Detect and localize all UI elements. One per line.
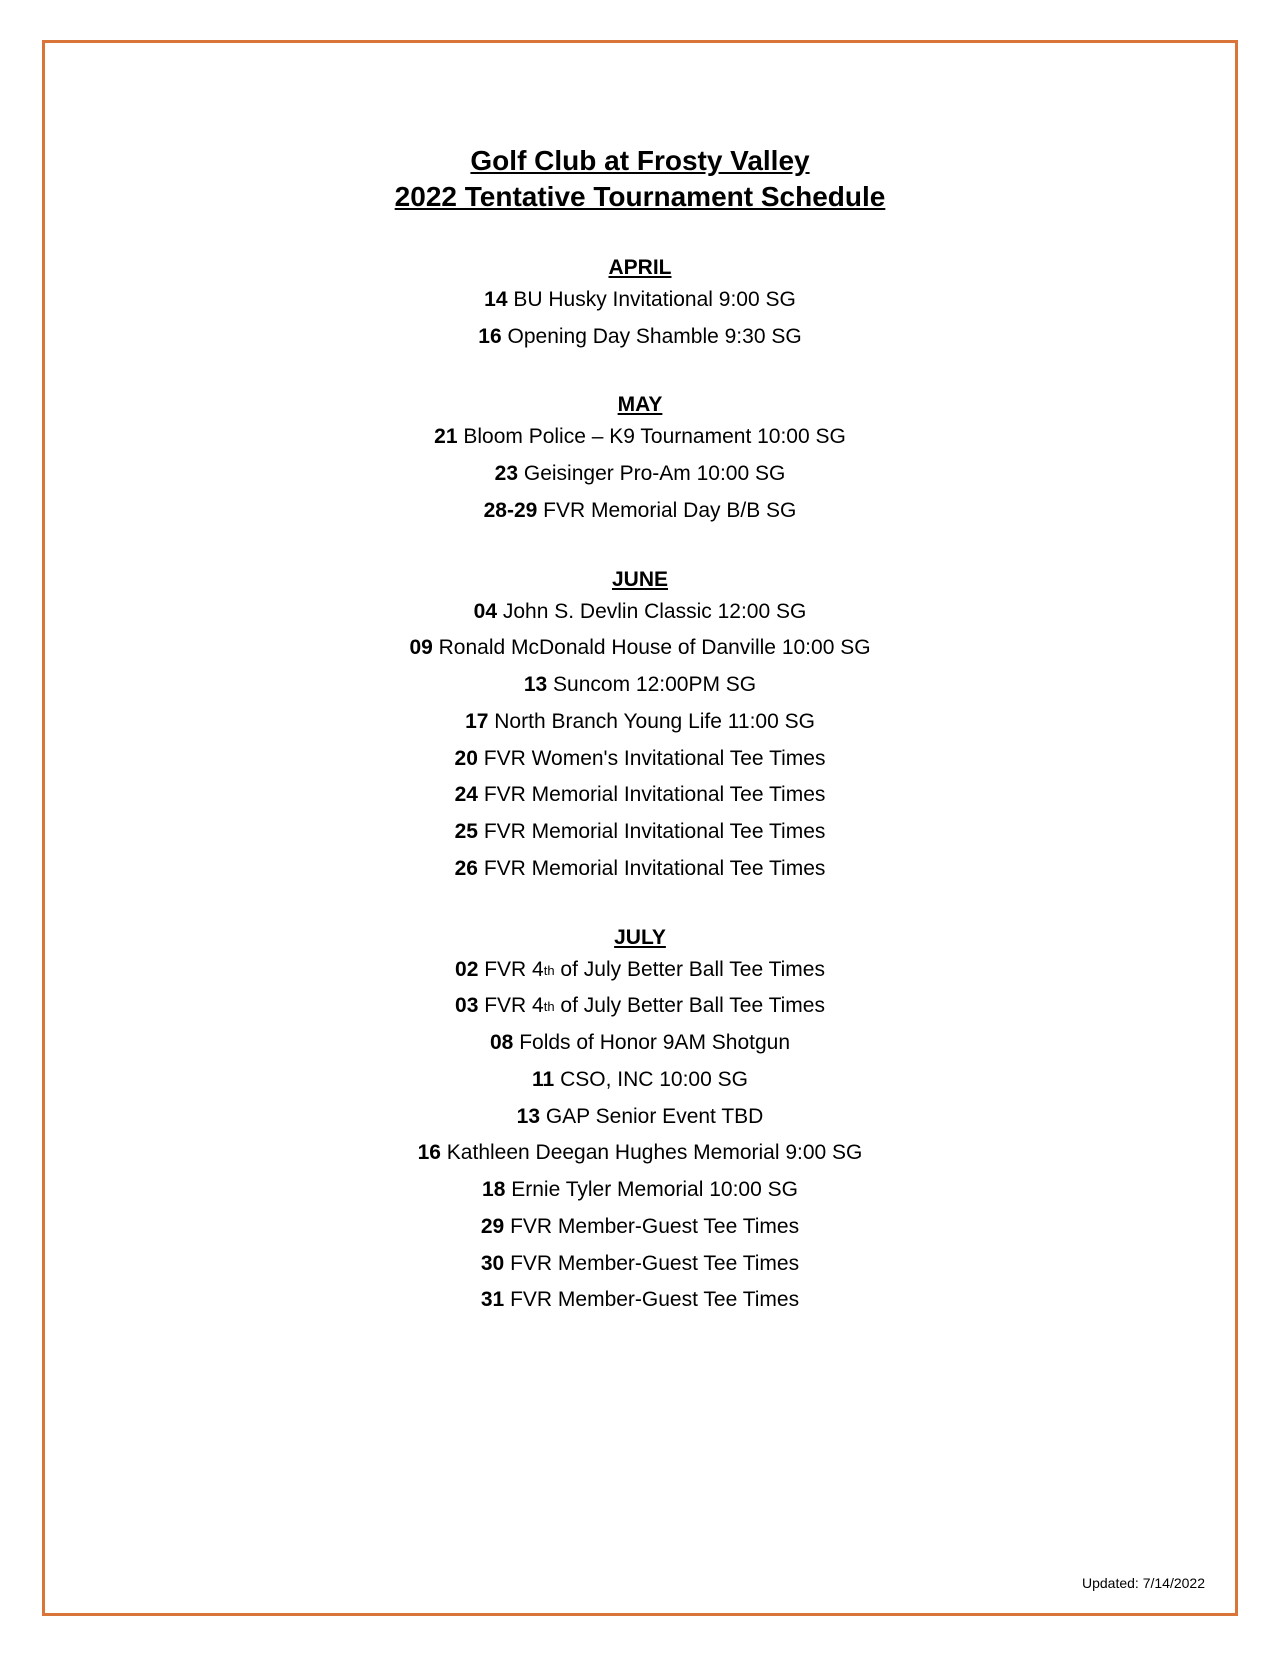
event-row: 26 FVR Memorial Invitational Tee Times (105, 851, 1175, 888)
event-row: 16 Opening Day Shamble 9:30 SG (105, 319, 1175, 356)
month-heading: JUNE (105, 568, 1175, 592)
event-desc: BU Husky Invitational 9:00 SG (513, 288, 795, 311)
event-date: 29 (481, 1215, 504, 1238)
event-row: 04 John S. Devlin Classic 12:00 SG (105, 594, 1175, 631)
event-date: 30 (481, 1252, 504, 1275)
event-row: 20 FVR Women's Invitational Tee Times (105, 741, 1175, 778)
event-desc: FVR Women's Invitational Tee Times (484, 747, 826, 770)
event-row: 29 FVR Member-Guest Tee Times (105, 1209, 1175, 1246)
event-desc-post: of July Better Ball Tee Times (555, 958, 825, 981)
event-row: 25 FVR Memorial Invitational Tee Times (105, 814, 1175, 851)
event-date: 04 (474, 600, 497, 623)
event-desc: Opening Day Shamble 9:30 SG (508, 325, 802, 348)
month-may: MAY 21 Bloom Police – K9 Tournament 10:0… (105, 393, 1175, 529)
event-desc-post: of July Better Ball Tee Times (555, 994, 825, 1017)
event-date: 28-29 (484, 499, 538, 522)
event-date: 21 (434, 425, 457, 448)
event-desc: Ernie Tyler Memorial 10:00 SG (511, 1178, 798, 1201)
event-row: 31 FVR Member-Guest Tee Times (105, 1282, 1175, 1319)
event-row: 18 Ernie Tyler Memorial 10:00 SG (105, 1172, 1175, 1209)
event-row: 02 FVR 4th of July Better Ball Tee Times (105, 952, 1175, 989)
event-row: 09 Ronald McDonald House of Danville 10:… (105, 630, 1175, 667)
event-desc: CSO, INC 10:00 SG (560, 1068, 748, 1091)
event-date: 17 (465, 710, 488, 733)
event-desc-pre: FVR 4 (484, 958, 544, 981)
event-desc: FVR Member-Guest Tee Times (510, 1215, 799, 1238)
title-line-1: Golf Club at Frosty Valley (105, 143, 1175, 179)
title-line-2: 2022 Tentative Tournament Schedule (105, 179, 1175, 215)
ordinal: th (544, 963, 555, 978)
ordinal: th (544, 999, 555, 1014)
event-row: 14 BU Husky Invitational 9:00 SG (105, 282, 1175, 319)
updated-footer: Updated: 7/14/2022 (1082, 1575, 1205, 1591)
event-desc: GAP Senior Event TBD (546, 1105, 764, 1128)
event-desc: Ronald McDonald House of Danville 10:00 … (439, 636, 871, 659)
event-date: 18 (482, 1178, 505, 1201)
event-row: 16 Kathleen Deegan Hughes Memorial 9:00 … (105, 1135, 1175, 1172)
event-date: 25 (455, 820, 478, 843)
event-row: 30 FVR Member-Guest Tee Times (105, 1246, 1175, 1283)
event-date: 26 (455, 857, 478, 880)
event-date: 13 (524, 673, 547, 696)
event-desc: FVR Memorial Invitational Tee Times (484, 783, 826, 806)
event-desc: North Branch Young Life 11:00 SG (494, 710, 815, 733)
event-date: 08 (490, 1031, 513, 1054)
event-row: 17 North Branch Young Life 11:00 SG (105, 704, 1175, 741)
event-row: 23 Geisinger Pro-Am 10:00 SG (105, 456, 1175, 493)
event-date: 20 (455, 747, 478, 770)
event-date: 03 (455, 994, 478, 1017)
document-content: Golf Club at Frosty Valley 2022 Tentativ… (105, 143, 1175, 1319)
event-row: 03 FVR 4th of July Better Ball Tee Times (105, 988, 1175, 1025)
event-date: 09 (409, 636, 432, 659)
event-row: 24 FVR Memorial Invitational Tee Times (105, 777, 1175, 814)
event-desc: Bloom Police – K9 Tournament 10:00 SG (463, 425, 846, 448)
event-desc: Suncom 12:00PM SG (553, 673, 756, 696)
event-row: 21 Bloom Police – K9 Tournament 10:00 SG (105, 419, 1175, 456)
event-desc: Folds of Honor 9AM Shotgun (519, 1031, 790, 1054)
month-heading: APRIL (105, 256, 1175, 280)
event-desc: FVR Memorial Day B/B SG (543, 499, 796, 522)
event-date: 02 (455, 958, 478, 981)
event-row: 13 Suncom 12:00PM SG (105, 667, 1175, 704)
event-desc: FVR Memorial Invitational Tee Times (484, 820, 826, 843)
month-june: JUNE 04 John S. Devlin Classic 12:00 SG … (105, 568, 1175, 888)
event-date: 13 (517, 1105, 540, 1128)
event-desc: John S. Devlin Classic 12:00 SG (503, 600, 806, 623)
event-desc: FVR Member-Guest Tee Times (510, 1252, 799, 1275)
event-date: 23 (495, 462, 518, 485)
event-row: 08 Folds of Honor 9AM Shotgun (105, 1025, 1175, 1062)
event-date: 24 (455, 783, 478, 806)
month-april: APRIL 14 BU Husky Invitational 9:00 SG 1… (105, 256, 1175, 356)
event-date: 31 (481, 1288, 504, 1311)
event-row: 11 CSO, INC 10:00 SG (105, 1062, 1175, 1099)
month-heading: JULY (105, 926, 1175, 950)
event-row: 13 GAP Senior Event TBD (105, 1099, 1175, 1136)
event-row: 28-29 FVR Memorial Day B/B SG (105, 493, 1175, 530)
month-heading: MAY (105, 393, 1175, 417)
page-border: Golf Club at Frosty Valley 2022 Tentativ… (42, 40, 1238, 1616)
event-desc: Geisinger Pro-Am 10:00 SG (524, 462, 785, 485)
title-block: Golf Club at Frosty Valley 2022 Tentativ… (105, 143, 1175, 216)
event-date: 11 (532, 1068, 554, 1091)
month-july: JULY 02 FVR 4th of July Better Ball Tee … (105, 926, 1175, 1320)
event-date: 16 (418, 1141, 441, 1164)
event-desc-pre: FVR 4 (484, 994, 544, 1017)
event-date: 16 (478, 325, 501, 348)
event-desc: Kathleen Deegan Hughes Memorial 9:00 SG (447, 1141, 863, 1164)
event-desc: FVR Memorial Invitational Tee Times (484, 857, 826, 880)
event-date: 14 (484, 288, 507, 311)
event-desc: FVR Member-Guest Tee Times (510, 1288, 799, 1311)
